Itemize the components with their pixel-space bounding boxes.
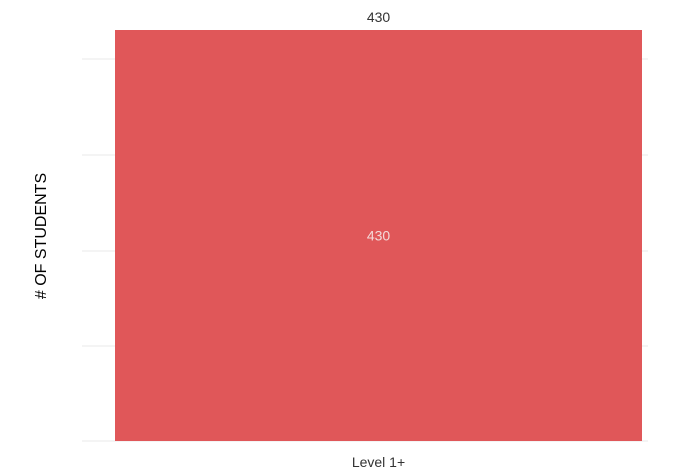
y-axis-label: # OF STUDENTS	[33, 173, 50, 299]
bar-value-label-inside: 430	[367, 228, 391, 244]
bar-value-label-top: 430	[367, 9, 391, 25]
x-tick-label: Level 1+	[352, 454, 405, 470]
bar	[115, 30, 642, 441]
bars: 430 430 Level 1+	[115, 9, 642, 470]
